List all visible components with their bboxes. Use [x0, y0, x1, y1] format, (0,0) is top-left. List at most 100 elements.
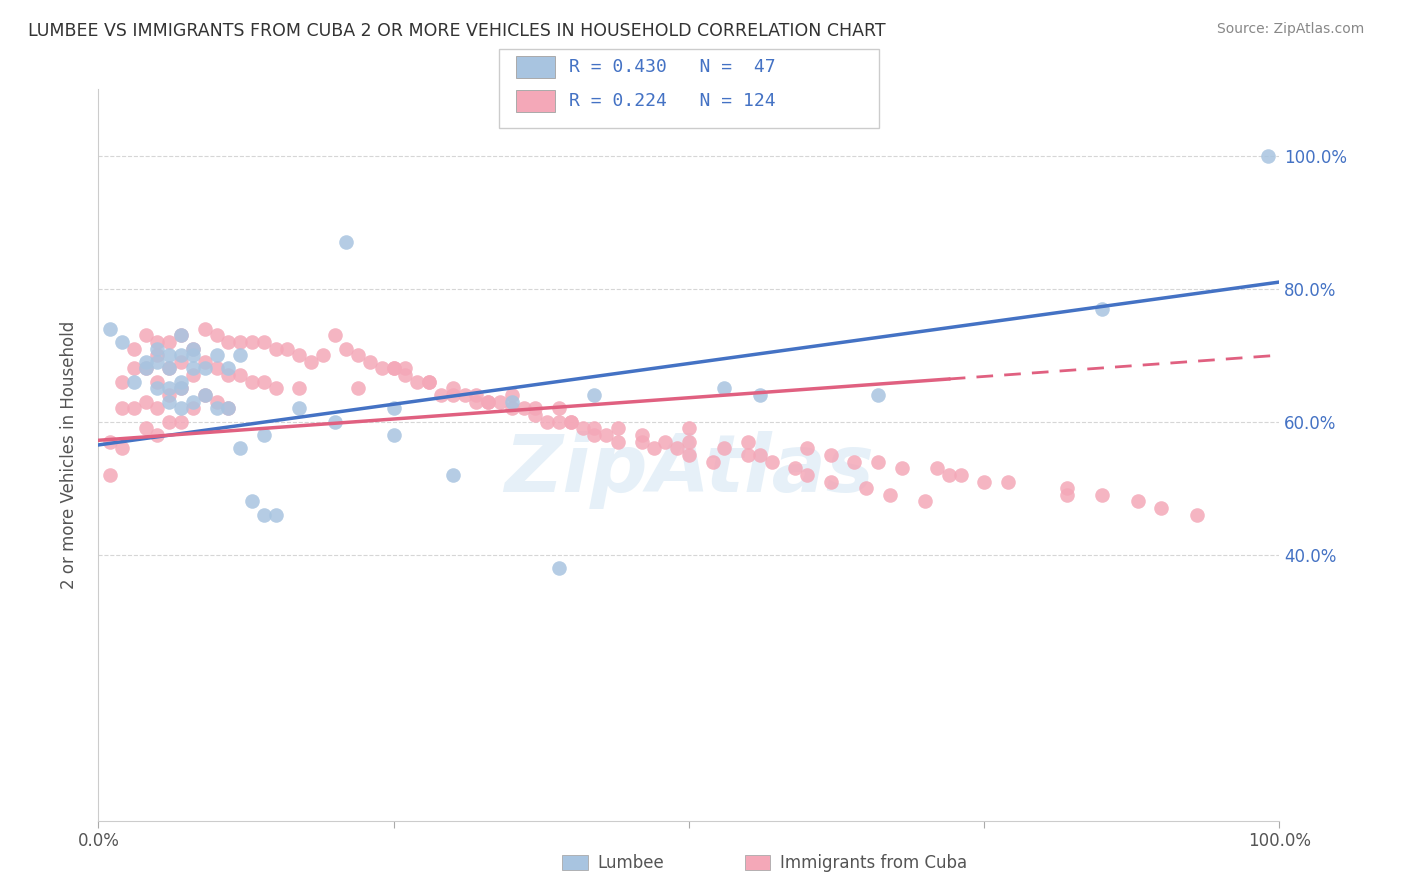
Point: [98, 321, 121, 335]
Point: [761, 454, 783, 468]
Point: [1126, 494, 1149, 508]
Point: [146, 401, 169, 416]
Point: [866, 454, 889, 468]
Point: [441, 381, 464, 395]
Point: [194, 388, 217, 402]
Point: [194, 321, 217, 335]
Text: Lumbee: Lumbee: [598, 854, 664, 871]
Point: [181, 342, 204, 356]
Point: [170, 328, 193, 343]
Point: [465, 388, 488, 402]
Point: [312, 348, 335, 362]
Point: [335, 235, 357, 249]
Point: [512, 401, 534, 416]
Point: [170, 348, 193, 362]
Point: [1150, 501, 1173, 516]
Text: ZipAtlas: ZipAtlas: [503, 431, 875, 508]
Point: [748, 448, 770, 462]
Point: [583, 388, 606, 402]
Point: [111, 442, 134, 456]
Point: [264, 342, 287, 356]
Point: [157, 381, 180, 395]
Point: [146, 355, 169, 369]
Point: [146, 334, 169, 349]
Point: [890, 461, 912, 475]
Point: [170, 355, 193, 369]
Point: [288, 381, 311, 395]
Point: [394, 368, 416, 383]
Point: [264, 381, 287, 395]
Point: [406, 375, 429, 389]
Point: [1185, 508, 1208, 522]
Point: [678, 448, 700, 462]
Point: [157, 361, 180, 376]
Text: R = 0.224   N = 124: R = 0.224 N = 124: [569, 92, 776, 110]
Point: [157, 394, 180, 409]
Text: Source: ZipAtlas.com: Source: ZipAtlas.com: [1216, 22, 1364, 37]
Point: [441, 467, 464, 482]
Text: LUMBEE VS IMMIGRANTS FROM CUBA 2 OR MORE VEHICLES IN HOUSEHOLD CORRELATION CHART: LUMBEE VS IMMIGRANTS FROM CUBA 2 OR MORE…: [28, 22, 886, 40]
Point: [347, 381, 370, 395]
Point: [713, 442, 735, 456]
Point: [630, 428, 652, 442]
Point: [157, 348, 180, 362]
Point: [111, 375, 134, 389]
Point: [217, 401, 239, 416]
Point: [571, 421, 593, 435]
Point: [194, 361, 217, 376]
Point: [359, 355, 381, 369]
Point: [844, 454, 866, 468]
Point: [157, 334, 180, 349]
Point: [394, 361, 416, 376]
Point: [253, 508, 276, 522]
Point: [501, 401, 523, 416]
Point: [170, 381, 193, 395]
Point: [217, 401, 239, 416]
Point: [737, 448, 759, 462]
Point: [146, 381, 169, 395]
Point: [181, 401, 204, 416]
Point: [253, 375, 276, 389]
Point: [157, 388, 180, 402]
Point: [713, 381, 735, 395]
Point: [748, 388, 770, 402]
Point: [111, 401, 134, 416]
Point: [1091, 488, 1114, 502]
Point: [678, 434, 700, 449]
Point: [973, 475, 995, 489]
Point: [1056, 488, 1078, 502]
Point: [785, 461, 807, 475]
Point: [548, 415, 571, 429]
Point: [205, 328, 228, 343]
Point: [288, 401, 311, 416]
Point: [536, 415, 558, 429]
Point: [949, 467, 972, 482]
Point: [146, 342, 169, 356]
Text: R = 0.430   N =  47: R = 0.430 N = 47: [569, 58, 776, 76]
Point: [560, 415, 582, 429]
Point: [170, 328, 193, 343]
Point: [98, 467, 121, 482]
Point: [820, 475, 842, 489]
Point: [299, 355, 322, 369]
Point: [382, 361, 405, 376]
Point: [997, 475, 1019, 489]
Point: [240, 375, 263, 389]
Point: [240, 494, 263, 508]
Point: [170, 415, 193, 429]
Point: [276, 342, 298, 356]
Point: [146, 428, 169, 442]
Point: [157, 361, 180, 376]
Point: [548, 401, 571, 416]
Point: [217, 334, 239, 349]
Point: [382, 361, 405, 376]
Point: [135, 328, 157, 343]
Point: [264, 508, 287, 522]
Point: [181, 342, 204, 356]
Point: [796, 467, 818, 482]
Point: [229, 368, 252, 383]
Point: [737, 434, 759, 449]
Point: [879, 488, 901, 502]
Point: [630, 434, 652, 449]
Point: [501, 388, 523, 402]
